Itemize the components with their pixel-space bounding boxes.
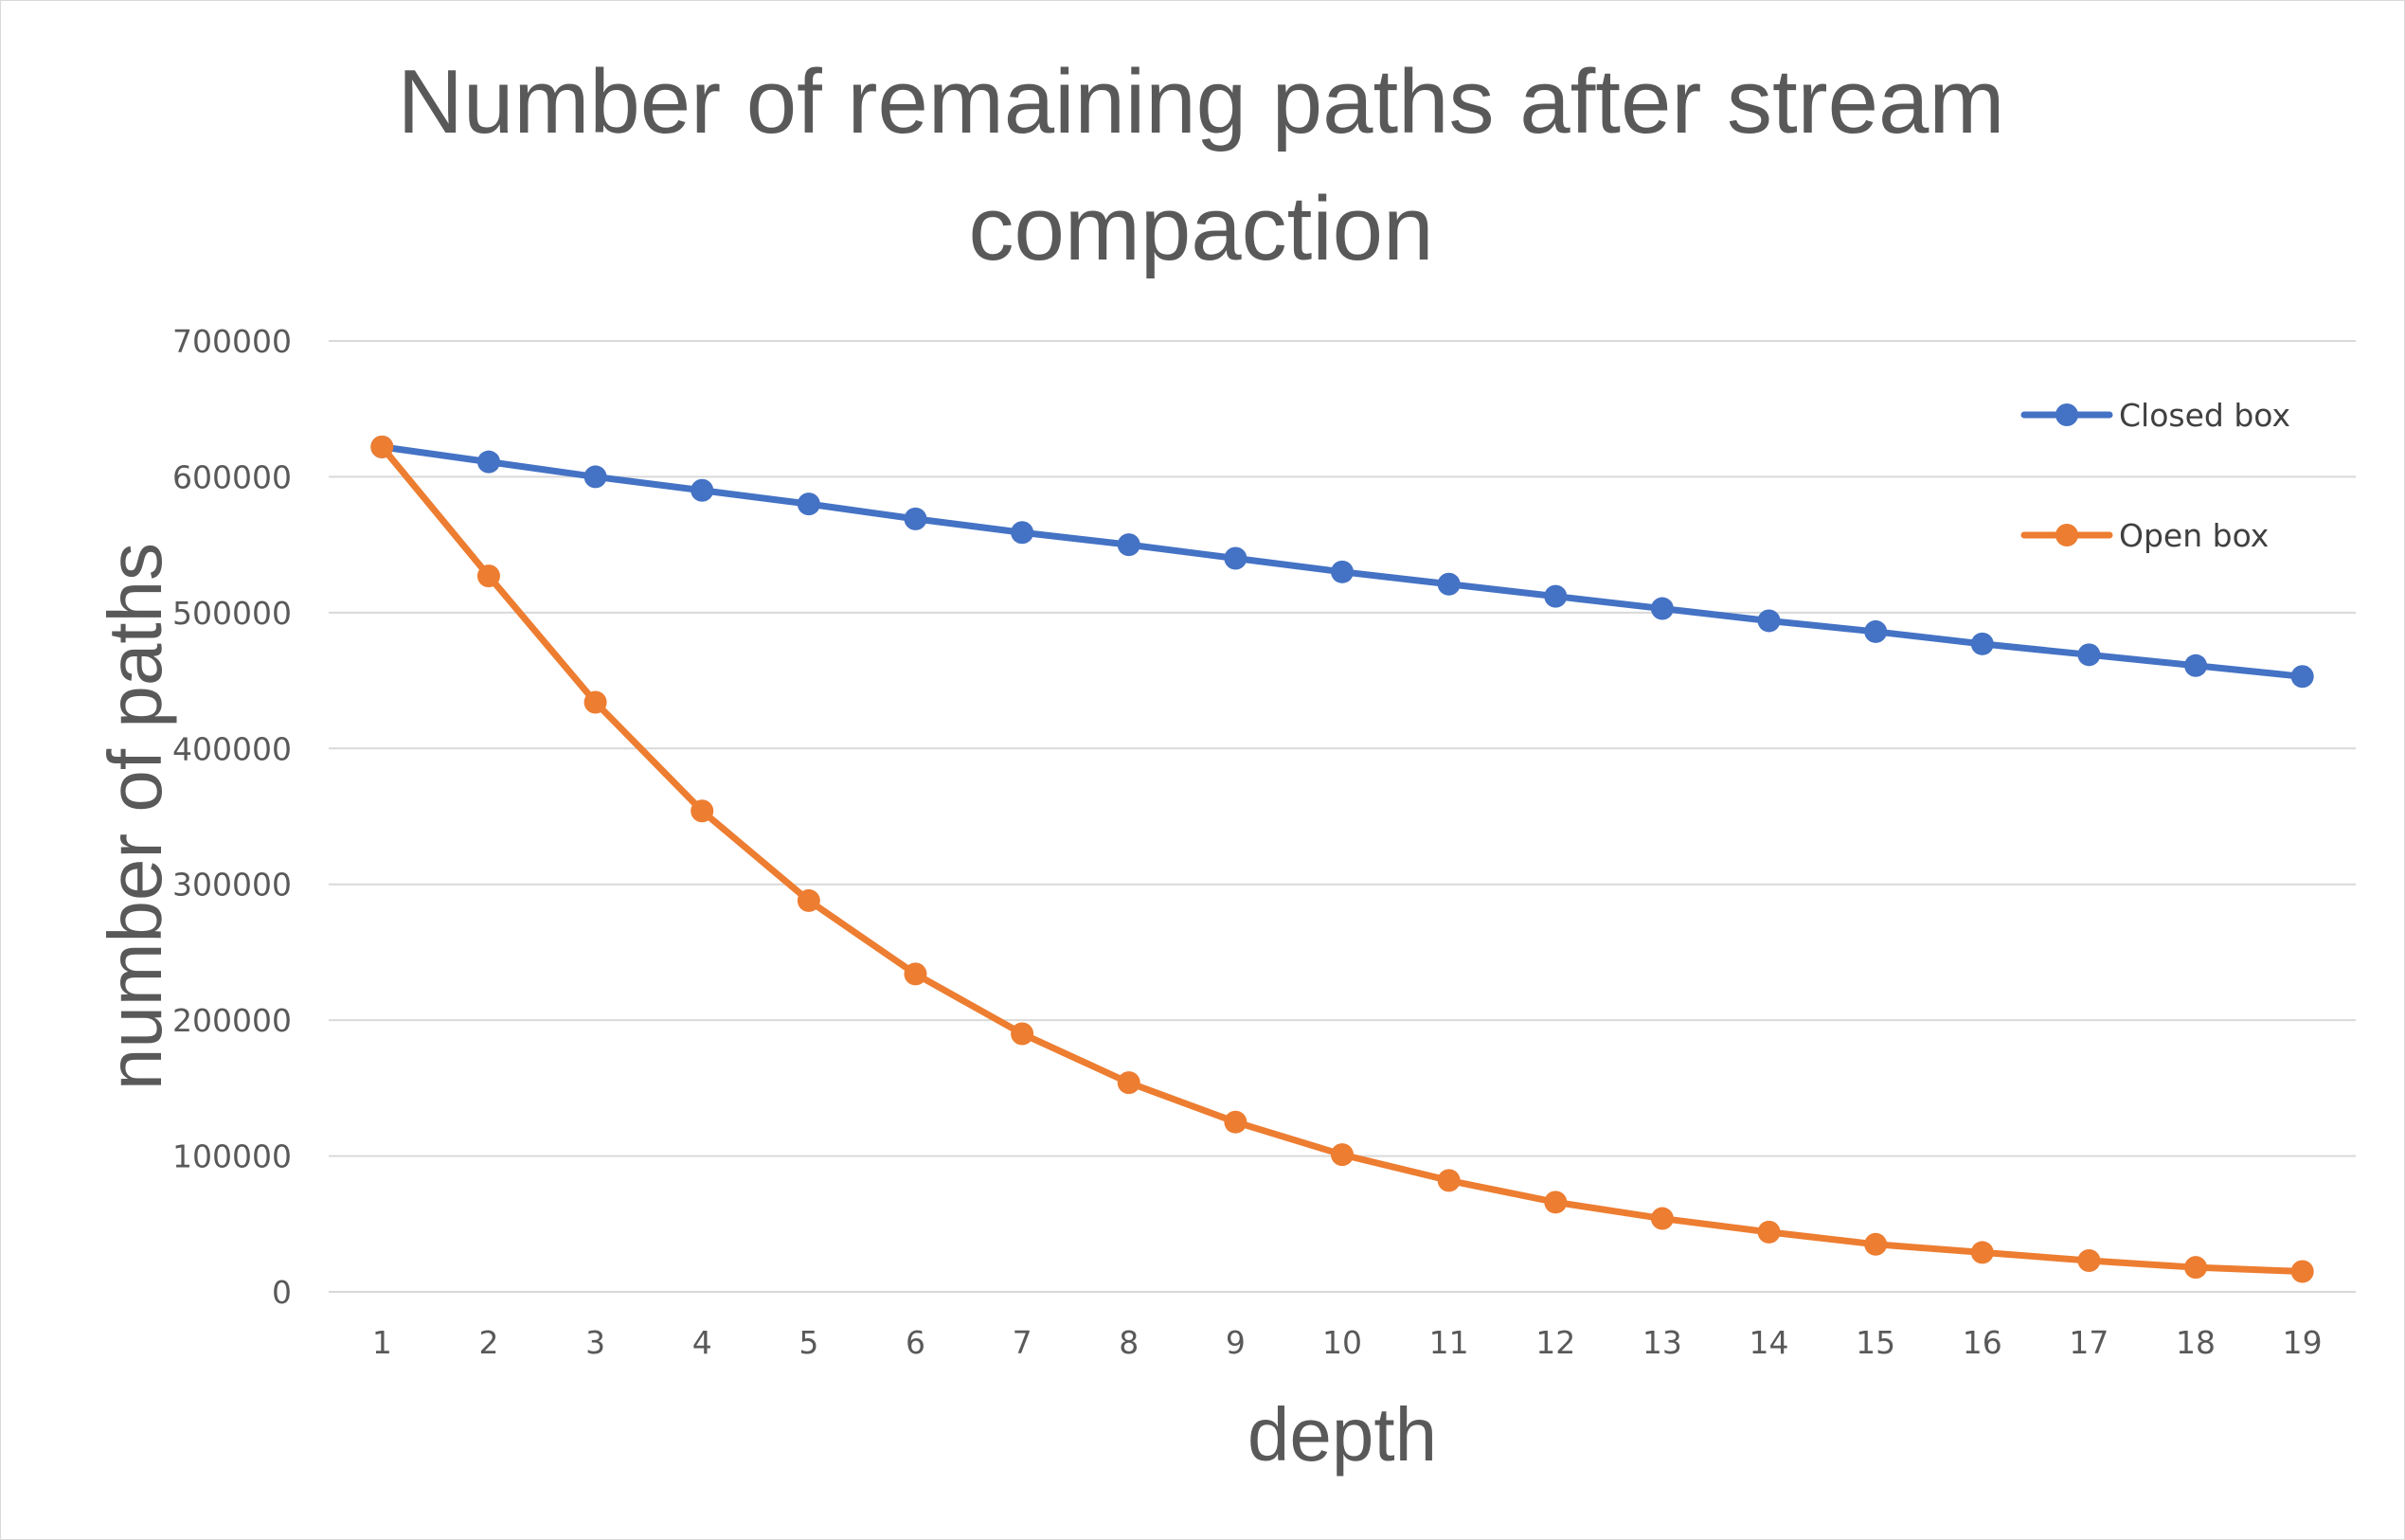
x-tick-label: 5 — [799, 1324, 818, 1361]
y-axis-title: number of paths — [93, 543, 177, 1090]
data-point — [1970, 1241, 1994, 1264]
data-point — [1650, 1207, 1674, 1230]
x-tick-label: 8 — [1119, 1324, 1139, 1361]
x-tick-label: 7 — [1013, 1324, 1032, 1361]
legend-item: Closed box — [2020, 397, 2290, 434]
y-tick-label: 400000 — [172, 730, 292, 767]
x-tick-label: 18 — [2176, 1324, 2216, 1361]
x-axis-title: depth — [1247, 1392, 1437, 1477]
y-tick-label: 100000 — [172, 1138, 292, 1175]
data-point — [2077, 1249, 2101, 1273]
x-tick-label: 10 — [1322, 1324, 1362, 1361]
data-point — [1437, 572, 1461, 596]
y-tick-label: 300000 — [172, 867, 292, 904]
data-point — [1757, 609, 1781, 633]
x-tick-label: 4 — [692, 1324, 712, 1361]
data-point — [691, 799, 714, 823]
data-point — [1544, 584, 1568, 608]
data-point — [1757, 1220, 1781, 1244]
data-point — [1331, 560, 1354, 583]
x-tick-label: 15 — [1856, 1324, 1895, 1361]
data-point — [476, 450, 500, 474]
data-point — [1117, 1071, 1140, 1095]
y-tick-label: 200000 — [172, 1002, 292, 1039]
data-point — [1331, 1143, 1354, 1167]
legend-item: Open box — [2020, 517, 2269, 554]
data-point — [797, 888, 820, 912]
data-point — [904, 507, 927, 530]
x-tick-label: 16 — [1963, 1324, 2002, 1361]
data-point — [2290, 665, 2314, 689]
x-tick-label: 14 — [1750, 1324, 1789, 1361]
data-point — [370, 435, 394, 458]
chart-title-line-2: compaction — [969, 178, 1434, 279]
legend: Closed box Open box — [2020, 397, 2290, 554]
data-point — [2184, 654, 2208, 677]
x-tick-label: 2 — [478, 1324, 498, 1361]
data-point — [691, 478, 714, 502]
x-tick-label: 1 — [372, 1324, 392, 1361]
x-tick-label: 3 — [585, 1324, 605, 1361]
chart-title: Number of remaining paths after stream c… — [398, 51, 2005, 279]
data-point — [1011, 1022, 1034, 1046]
x-tick-label: 6 — [906, 1324, 925, 1361]
data-point — [1864, 619, 1888, 643]
data-point — [1224, 546, 1247, 570]
x-tick-label: 9 — [1226, 1324, 1246, 1361]
x-tick-label: 19 — [2283, 1324, 2323, 1361]
legend-label: Open box — [2119, 517, 2269, 554]
legend-label: Closed box — [2119, 397, 2290, 434]
x-tick-label: 17 — [2069, 1324, 2109, 1361]
data-point — [1117, 533, 1140, 557]
data-point — [583, 690, 607, 714]
y-tick-label: 700000 — [172, 323, 292, 360]
x-tick-label: 12 — [1535, 1324, 1575, 1361]
data-point — [1970, 632, 1994, 655]
data-point — [583, 465, 607, 489]
x-axis-ticks: 1 2 3 4 5 6 7 8 9 10 11 12 13 14 15 16 17 18 19 — [372, 1324, 2323, 1361]
data-point — [1437, 1169, 1461, 1192]
data-point — [1864, 1232, 1888, 1256]
y-axis-ticks: 0 100000 200000 300000 400000 500000 600000 700… — [172, 323, 292, 1311]
data-point — [2184, 1256, 2208, 1280]
x-tick-label: 13 — [1642, 1324, 1682, 1361]
data-point — [904, 962, 927, 986]
y-tick-label: 500000 — [172, 595, 292, 632]
series-closed-box — [370, 435, 2314, 689]
legend-marker — [2055, 403, 2078, 426]
x-tick-label: 11 — [1429, 1324, 1469, 1361]
data-point — [2077, 643, 2101, 667]
data-point — [1011, 521, 1034, 545]
y-tick-label: 0 — [272, 1274, 292, 1311]
series-open-box — [370, 435, 2314, 1283]
chart-title-line-1: Number of remaining paths after stream — [398, 51, 2005, 152]
data-point — [1544, 1191, 1568, 1214]
data-point — [1650, 597, 1674, 620]
gridlines — [329, 340, 2356, 1293]
series-group — [370, 435, 2314, 1283]
y-tick-label: 600000 — [172, 458, 292, 495]
data-point — [476, 564, 500, 588]
data-point — [1224, 1110, 1247, 1134]
data-point — [2290, 1260, 2314, 1283]
data-point — [797, 492, 820, 516]
legend-marker — [2055, 524, 2078, 546]
